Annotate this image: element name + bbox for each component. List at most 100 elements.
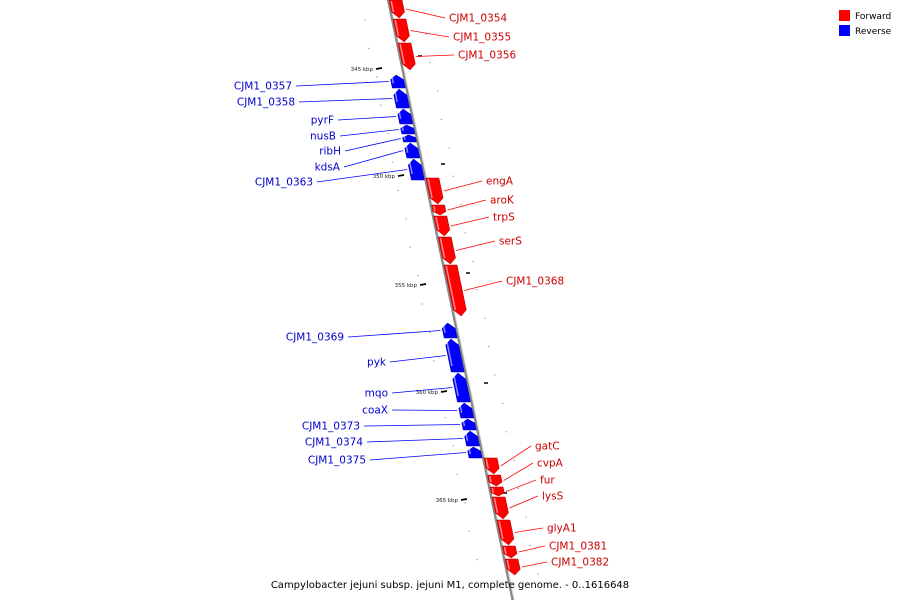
gene-highlight	[459, 403, 463, 413]
gene-arrow[interactable]	[464, 430, 480, 447]
gene-arok[interactable]	[431, 204, 447, 216]
gene-cjm1-0373[interactable]	[461, 418, 477, 431]
gene-arrow[interactable]	[491, 496, 509, 520]
backbone-line	[386, 0, 514, 600]
gene-gatc[interactable]	[483, 457, 500, 475]
gene-arrow[interactable]	[433, 215, 451, 237]
gene-highlight	[485, 458, 489, 469]
gene-arrow[interactable]	[504, 558, 521, 576]
gene-coax[interactable]	[458, 402, 475, 419]
gene-arrow[interactable]	[467, 446, 483, 459]
gene-arrow[interactable]	[452, 372, 471, 403]
gene-arrow[interactable]	[461, 418, 477, 431]
gene-label: CJM1_0382	[551, 557, 609, 569]
gene-arrow[interactable]	[443, 264, 467, 317]
gene-arrow[interactable]	[393, 88, 410, 109]
gene-sers[interactable]	[437, 236, 456, 265]
gene-label: CJM1_0356	[458, 50, 516, 62]
gene-label: ribH	[319, 146, 341, 158]
legend-reverse-swatch	[839, 25, 850, 36]
gene-highlight	[403, 135, 406, 140]
gene-leader-line	[363, 424, 461, 427]
gene-arrow[interactable]	[431, 204, 447, 216]
gene-highlight	[435, 216, 440, 231]
gene-ribh[interactable]	[402, 134, 417, 143]
gene-leader-line	[391, 409, 458, 411]
gene-cvpa[interactable]	[487, 474, 503, 487]
scale-tick-mark	[440, 390, 448, 393]
gene-arrow[interactable]	[441, 322, 458, 339]
gene-label: CJM1_0381	[549, 541, 607, 553]
gene-highlight	[398, 109, 402, 119]
gene-leader-line	[339, 129, 399, 137]
gene-cjm1-0375[interactable]	[467, 446, 483, 459]
gene-label: fur	[540, 475, 555, 487]
gene-highlight	[462, 419, 466, 427]
gene-leader-line	[521, 561, 548, 568]
gene-label: CJM1_0374	[305, 437, 363, 449]
gene-leader-line	[447, 199, 487, 211]
gene-cjm1-0382[interactable]	[504, 558, 521, 576]
gene-nusb[interactable]	[400, 124, 416, 135]
gene-cjm1-0357[interactable]	[390, 74, 406, 89]
gene-arrow[interactable]	[388, 0, 405, 19]
gene-arrow[interactable]	[496, 519, 515, 546]
scale-tick-mark	[460, 498, 468, 501]
gene-arrow[interactable]	[400, 124, 416, 135]
gene-highlight	[464, 431, 469, 441]
gene-arrow[interactable]	[397, 42, 416, 71]
gene-arrow[interactable]	[390, 74, 406, 89]
gene-arrow[interactable]	[483, 457, 500, 475]
gene-glya1[interactable]	[496, 519, 515, 546]
gene-highlight	[405, 143, 409, 153]
gene-kdsa[interactable]	[404, 142, 421, 159]
gene-leader-line	[443, 180, 483, 192]
gene-arrow[interactable]	[404, 142, 421, 159]
gene-cjm1-0355[interactable]	[392, 18, 410, 43]
gene-cjm1-0374[interactable]	[464, 430, 480, 447]
gene-label: glyA1	[547, 523, 577, 535]
gene-cjm1-0368[interactable]	[443, 264, 467, 317]
gene-fur[interactable]	[489, 486, 505, 497]
gene-arrow[interactable]	[458, 402, 475, 419]
gene-arrow[interactable]	[402, 134, 417, 143]
scale-tick-mark	[375, 67, 383, 70]
gene-cjm1-0354[interactable]	[388, 0, 405, 19]
gene-pyk[interactable]	[445, 338, 465, 373]
gene-arrow[interactable]	[437, 236, 456, 265]
gene-arrow[interactable]	[408, 158, 425, 181]
gene-highlight	[489, 475, 492, 483]
gene-highlight	[394, 19, 400, 37]
gene-leader-line	[505, 479, 537, 492]
gene-arrow[interactable]	[502, 545, 518, 559]
gene-pyrf[interactable]	[397, 108, 414, 125]
gene-label: nusB	[310, 131, 336, 143]
gene-arrow[interactable]	[392, 18, 410, 43]
gene-highlight	[391, 75, 395, 84]
gene-enga[interactable]	[425, 177, 444, 205]
gene-arrow[interactable]	[425, 177, 444, 205]
legend: Forward Reverse	[839, 10, 892, 37]
gene-highlight	[393, 89, 398, 103]
gene-leader-line	[455, 240, 496, 251]
gene-arrow[interactable]	[489, 486, 505, 497]
gene-cjm1-0363[interactable]	[408, 158, 425, 181]
gene-cjm1-0369[interactable]	[441, 322, 458, 339]
gene-arrow[interactable]	[445, 338, 465, 373]
gene-leader-line	[415, 54, 455, 57]
gene-cjm1-0381[interactable]	[502, 545, 518, 559]
gene-lyss[interactable]	[491, 496, 509, 520]
gene-leader-line	[298, 98, 393, 103]
gene-cjm1-0356[interactable]	[397, 42, 416, 71]
gene-mqo[interactable]	[452, 372, 471, 403]
gene-leader-line	[514, 527, 544, 533]
gene-cjm1-0358[interactable]	[393, 88, 410, 109]
gene-leader-line	[344, 138, 401, 152]
scale-tick-mark	[419, 283, 427, 286]
gene-arrow[interactable]	[487, 474, 503, 487]
gene-label: coaX	[362, 405, 388, 417]
gene-leader-line	[347, 330, 441, 338]
gene-highlight	[503, 546, 507, 554]
gene-arrow[interactable]	[397, 108, 414, 125]
gene-trps[interactable]	[433, 215, 451, 237]
